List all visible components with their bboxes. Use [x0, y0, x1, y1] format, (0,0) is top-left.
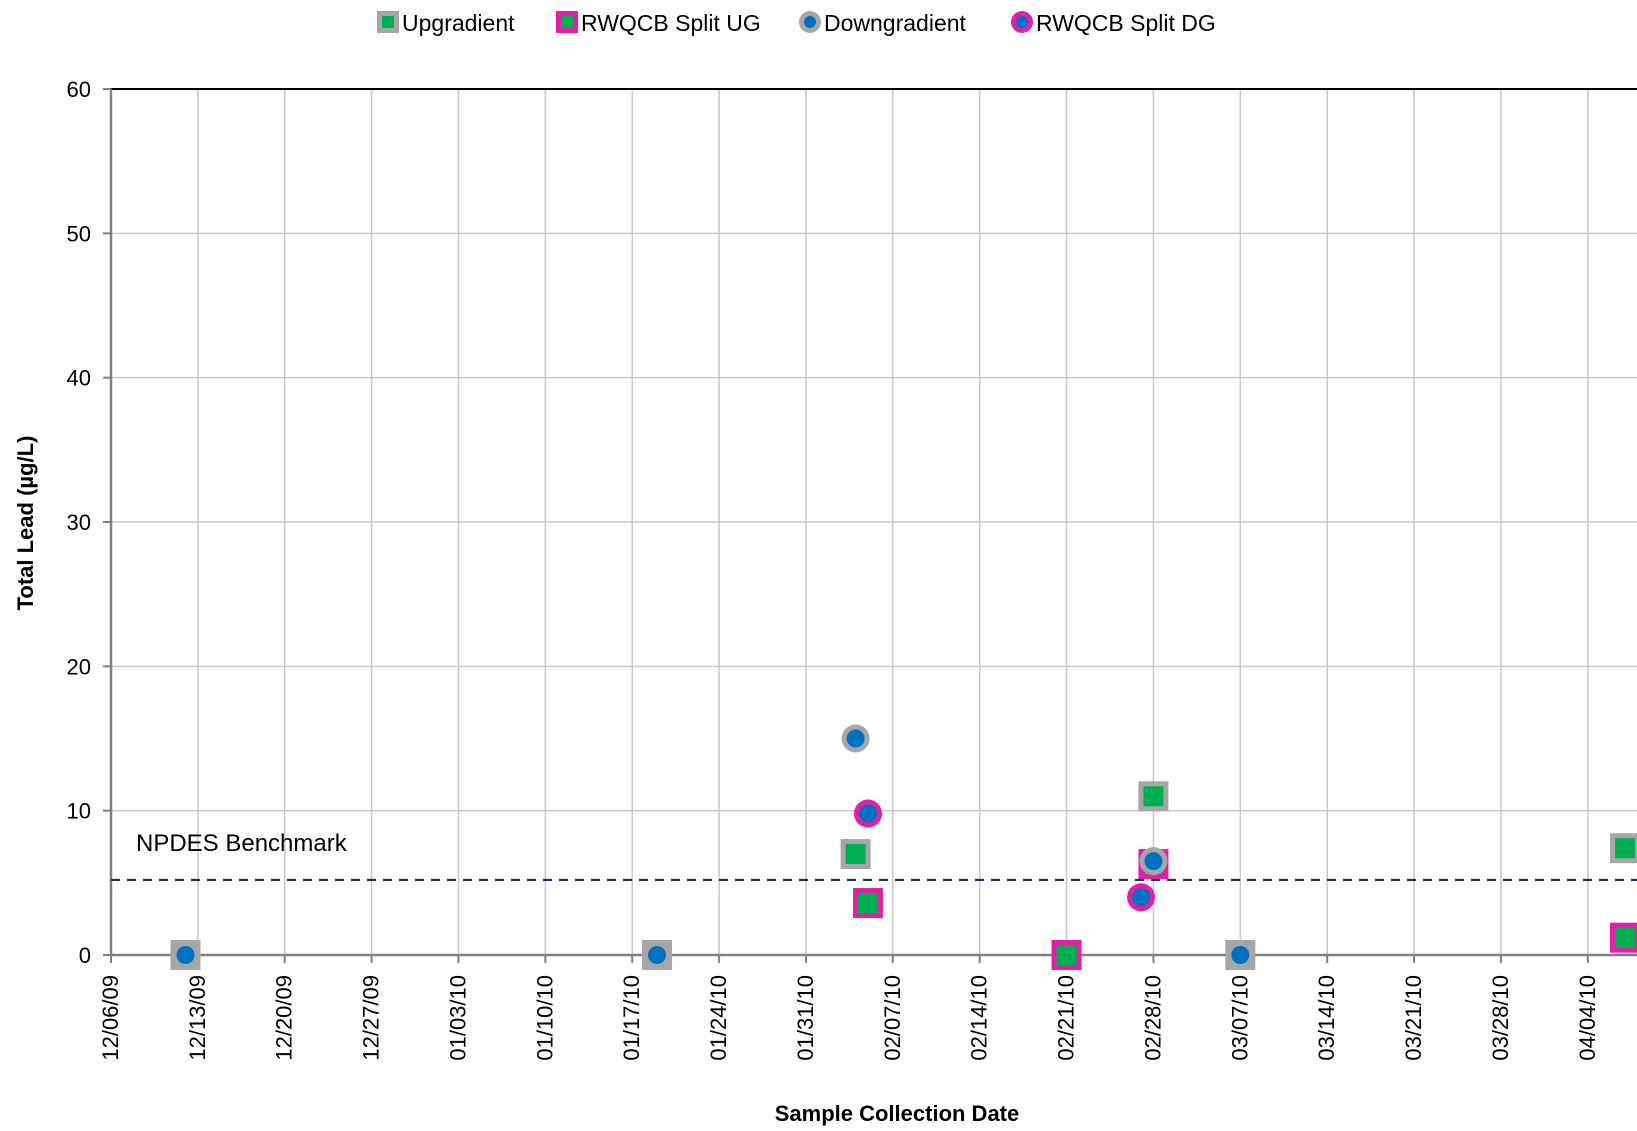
- x-tick-label: 01/24/10: [706, 975, 731, 1061]
- legend-label-upgradient: Upgradient: [402, 10, 515, 36]
- point-upgradient-fill: [1143, 786, 1164, 807]
- point-rwqcb-split-dg-fill: [1132, 888, 1151, 907]
- legend-swatch-rwqcb-split-dg: [1011, 11, 1033, 33]
- x-tick-label: 12/27/09: [359, 975, 384, 1061]
- axes: [103, 88, 1637, 963]
- legend-swatch-downgradient: [799, 11, 821, 33]
- legend-label-downgradient: Downgradient: [824, 10, 967, 36]
- legend-label-rwqcb-split-ug: RWQCB Split UG: [581, 10, 761, 36]
- point-rwqcb-split-dg: [854, 799, 883, 828]
- y-tick-label: 50: [67, 221, 91, 246]
- point-downgradient-fill: [1144, 852, 1163, 871]
- y-tick-label: 60: [67, 77, 91, 102]
- legend-swatch-upgradient-fill: [382, 16, 394, 28]
- point-rwqcb-split-ug: [853, 888, 884, 919]
- point-downgradient-fill: [1231, 946, 1250, 964]
- tick-labels: 0 10 20 30 40 50 60 12/06/09 12/13/09 12/20/09 12/…: [67, 77, 1600, 1061]
- x-tick-label: 12/06/09: [98, 975, 123, 1061]
- legend-label-rwqcb-split-dg: RWQCB Split DG: [1036, 10, 1216, 36]
- point-rwqcb-split-ug-fill: [1615, 927, 1636, 948]
- y-tick-label: 30: [67, 510, 91, 535]
- x-tick-label: 01/17/10: [619, 975, 644, 1061]
- point-downgradient: [1226, 941, 1255, 969]
- x-tick-label: 01/03/10: [445, 975, 470, 1061]
- x-tick-label: 04/04/10: [1575, 975, 1600, 1061]
- x-tick-label: 02/14/10: [967, 975, 992, 1061]
- legend: Upgradient RWQCB Split UG Downgradient RWQC…: [377, 10, 1216, 36]
- point-upgradient: [1610, 833, 1637, 864]
- legend-swatch-downgradient-fill: [804, 16, 816, 28]
- point-rwqcb-split-dg-fill: [859, 804, 878, 823]
- y-axis-title: Total Lead (µg/L): [13, 436, 38, 611]
- point-downgradient: [171, 941, 200, 969]
- y-tick-label: 40: [67, 366, 91, 391]
- legend-swatch-rwqcb-split-ug: [556, 11, 578, 33]
- point-upgradient-fill: [845, 843, 866, 864]
- x-tick-label: 12/20/09: [272, 975, 297, 1061]
- x-tick-label: 03/28/10: [1488, 975, 1513, 1061]
- benchmark-label: NPDES Benchmark: [136, 830, 348, 857]
- point-upgradient: [840, 838, 871, 869]
- x-tick-label: 02/21/10: [1054, 975, 1079, 1061]
- x-tick-label: 01/10/10: [532, 975, 557, 1061]
- point-rwqcb-split-ug: [1610, 922, 1637, 953]
- y-tick-label: 0: [79, 943, 91, 968]
- point-downgradient: [643, 941, 672, 969]
- x-tick-label: 03/14/10: [1314, 975, 1339, 1061]
- y-tick-label: 20: [67, 654, 91, 679]
- legend-swatch-rwqcb-split-dg-fill: [1016, 16, 1028, 28]
- point-downgradient-fill: [176, 946, 195, 964]
- point-rwqcb-split-ug-fill: [858, 893, 879, 914]
- point-upgradient: [1138, 781, 1169, 812]
- point-rwqcb-split-ug: [1051, 940, 1082, 970]
- x-tick-label: 02/07/10: [880, 975, 905, 1061]
- legend-swatch-upgradient: [377, 11, 399, 33]
- data-markers: [170, 724, 1637, 970]
- point-downgradient-fill: [648, 946, 667, 964]
- x-axis-title: Sample Collection Date: [775, 1101, 1020, 1126]
- y-tick-label: 10: [67, 799, 91, 824]
- point-upgradient-fill: [1615, 838, 1636, 859]
- point-downgradient-fill: [846, 729, 865, 748]
- point-downgradient: [1139, 847, 1168, 876]
- benchmark-line: NPDES Benchmark: [111, 830, 1637, 882]
- legend-swatch-rwqcb-split-ug-fill: [561, 16, 573, 28]
- point-rwqcb-split-dg: [1127, 883, 1156, 912]
- x-tick-label: 02/28/10: [1140, 975, 1165, 1061]
- point-rwqcb-split-ug-fill: [1056, 945, 1077, 965]
- x-tick-label: 03/07/10: [1227, 975, 1252, 1061]
- x-tick-label: 01/31/10: [793, 975, 818, 1061]
- point-downgradient: [841, 724, 870, 753]
- x-tick-label: 12/13/09: [185, 975, 210, 1061]
- x-tick-label: 03/21/10: [1401, 975, 1426, 1061]
